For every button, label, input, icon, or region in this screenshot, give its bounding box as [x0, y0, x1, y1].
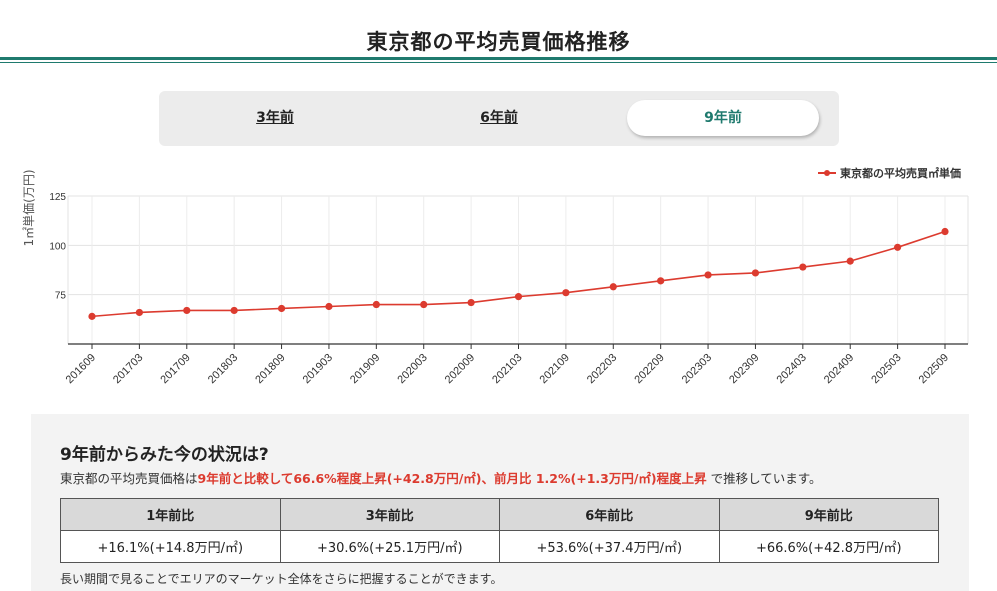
- y-tick-label: 75: [55, 291, 67, 302]
- table-row: +16.1%(+14.8万円/㎡) +30.6%(+25.1万円/㎡) +53.…: [60, 530, 939, 563]
- data-point: [941, 227, 949, 236]
- summary-text-prefix: 東京都の平均売買価格は: [60, 471, 198, 486]
- summary-text-highlight: 9年前と比較して66.6%程度上昇(+42.8万円/㎡)、前月比 1.2%(+1…: [197, 471, 707, 486]
- x-tick-label: 202403: [775, 352, 809, 386]
- data-point: [135, 308, 143, 317]
- x-tick-label: 201903: [301, 352, 335, 386]
- table-header-cell: 6年前比: [499, 498, 720, 531]
- tab-6-years[interactable]: 6年前: [480, 110, 518, 126]
- data-point: [230, 306, 238, 315]
- table-header-cell: 1年前比: [60, 498, 281, 531]
- x-tick-label: 201909: [348, 352, 382, 386]
- x-tick-label: 201609: [64, 352, 98, 386]
- summary-text: 東京都の平均売買価格は9年前と比較して66.6%程度上昇(+42.8万円/㎡)、…: [60, 468, 822, 487]
- table-cell: +16.1%(+14.8万円/㎡): [60, 530, 281, 563]
- period-tabs: 3年前 6年前 9年前: [159, 91, 839, 146]
- title-rule: [0, 57, 997, 60]
- data-point: [751, 269, 760, 277]
- comparison-table: 1年前比 3年前比 6年前比 9年前比 +16.1%(+14.8万円/㎡) +3…: [60, 498, 939, 563]
- title-rule-thin: [0, 62, 997, 63]
- x-tick-label: 202009: [443, 352, 477, 386]
- y-tick-label: 100: [49, 241, 66, 252]
- table-header-row: 1年前比 3年前比 6年前比 9年前比: [60, 498, 939, 531]
- data-point: [894, 243, 902, 251]
- x-tick-label: 202003: [395, 352, 429, 386]
- x-tick-label: 202209: [632, 352, 666, 386]
- price-chart: 75 100 125 201609 201703 201709 201803 201809 20…: [0, 152, 997, 392]
- data-point: [514, 293, 523, 301]
- summary-panel: 9年前からみた今の状況は? 東京都の平均売買価格は9年前と比較して66.6%程度…: [31, 414, 969, 591]
- x-tick-label: 201703: [111, 352, 145, 386]
- data-point: [609, 283, 617, 291]
- table-header-cell: 3年前比: [279, 498, 500, 531]
- legend-line-marker: [818, 168, 836, 178]
- chart-svg: 75 100 125 201609 201703 201709 201803 201809 20…: [49, 192, 969, 386]
- summary-text-suffix: で推移しています。: [706, 471, 822, 486]
- table-cell: +66.6%(+42.8万円/㎡): [718, 530, 939, 563]
- data-point: [467, 298, 475, 307]
- page-title: 東京都の平均売買価格推移: [366, 30, 631, 54]
- data-point: [799, 263, 807, 271]
- data-point: [420, 300, 428, 309]
- data-point: [704, 271, 712, 279]
- x-tick-label: 201803: [206, 352, 240, 386]
- x-tick-label: 202503: [869, 352, 903, 386]
- x-tick-label: 202103: [490, 352, 524, 386]
- data-point: [325, 302, 333, 311]
- x-tick-label: 201709: [158, 352, 192, 386]
- data-point: [88, 312, 96, 320]
- table-cell: +30.6%(+25.1万円/㎡): [279, 530, 500, 563]
- data-point: [846, 257, 854, 265]
- data-point: [183, 306, 191, 315]
- legend-label: 東京都の平均売買㎡単価: [840, 167, 961, 180]
- data-point: [657, 277, 665, 285]
- table-header-cell: 9年前比: [718, 498, 939, 531]
- data-point: [562, 289, 570, 297]
- x-tick-label: 202309: [727, 352, 761, 386]
- x-tick-label: 201809: [253, 352, 287, 386]
- x-tick-label: 202203: [585, 352, 619, 386]
- x-tick-label: 202109: [538, 352, 572, 386]
- tab-9-years[interactable]: 9年前: [627, 100, 819, 136]
- y-tick-label: 125: [49, 192, 66, 203]
- table-cell: +53.6%(+37.4万円/㎡): [499, 530, 720, 563]
- data-point: [277, 304, 286, 313]
- summary-heading: 9年前からみた今の状況は?: [60, 445, 269, 465]
- x-tick-label: 202303: [680, 352, 714, 386]
- chart-legend[interactable]: 東京都の平均売買㎡単価: [818, 165, 961, 181]
- x-tick-label: 202509: [917, 352, 951, 386]
- tab-3-years[interactable]: 3年前: [256, 110, 294, 126]
- x-tick-label: 202409: [822, 352, 856, 386]
- data-point: [372, 300, 380, 309]
- summary-note: 長い期間で見ることでエリアのマーケット全体をさらに把握することができます。: [60, 572, 503, 586]
